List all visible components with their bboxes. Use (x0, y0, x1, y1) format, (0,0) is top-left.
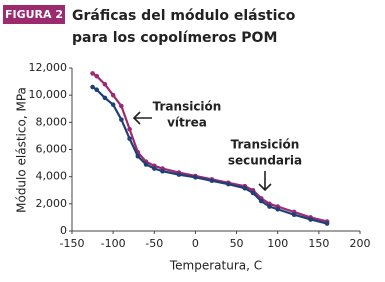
point (160, 168, 165, 174)
x-tick-label: 200 (350, 237, 371, 250)
annotation: Transición (231, 138, 300, 152)
series-line (91, 72, 328, 223)
x-tick-label: 0 (192, 237, 199, 250)
series-line (91, 86, 328, 225)
y-tick-label: 0 (60, 224, 67, 237)
annotation: Transición (153, 100, 222, 114)
y-tick-label: 6,000 (36, 143, 68, 156)
point (324, 221, 330, 226)
y-tick-label: 10,000 (29, 88, 68, 101)
point (308, 217, 313, 222)
x-tick-label: 50 (230, 237, 244, 250)
annotation: vítrea (167, 116, 207, 130)
chart-title: para los copolímeros POM (72, 30, 277, 46)
point (110, 102, 116, 107)
annotation-arrow (132, 111, 152, 125)
point (102, 82, 108, 87)
point (258, 198, 264, 204)
point (119, 103, 124, 109)
point (250, 190, 256, 196)
point (94, 87, 99, 93)
point (242, 185, 248, 191)
point (127, 126, 132, 132)
point (193, 175, 198, 180)
y-tick-label: 8,000 (36, 115, 68, 128)
annotation-arrow (258, 171, 272, 192)
point (110, 92, 116, 98)
x-tick-label: -100 (101, 237, 126, 250)
chart-title: Gráficas del módulo elástico (72, 8, 296, 24)
y-tick-label: 2,000 (36, 197, 68, 210)
point (127, 136, 132, 141)
point (226, 181, 231, 187)
point (135, 153, 141, 159)
figure-badge (3, 5, 65, 24)
point (275, 206, 281, 212)
point (291, 212, 297, 217)
x-tick-label: 150 (308, 237, 329, 250)
point (209, 178, 215, 184)
point (176, 172, 182, 177)
point (102, 95, 108, 101)
x-tick-label: -150 (60, 237, 85, 250)
annotation: secundaria (228, 154, 302, 168)
x-tick-label: 100 (267, 237, 288, 250)
y-tick-label: 4,000 (36, 170, 68, 183)
y-tick-label: 12,000 (29, 61, 68, 74)
point (151, 166, 157, 171)
x-tick-label: -50 (145, 237, 163, 250)
point (267, 204, 272, 209)
y-axis-title: Módulo elástico, MPa (15, 87, 29, 213)
point (90, 84, 95, 90)
point (90, 71, 95, 76)
point (119, 117, 124, 122)
point (94, 73, 99, 79)
x-axis-title: Temperatura, C (169, 259, 262, 273)
figure-label: FIGURA 2 (5, 8, 63, 21)
point (143, 162, 149, 167)
